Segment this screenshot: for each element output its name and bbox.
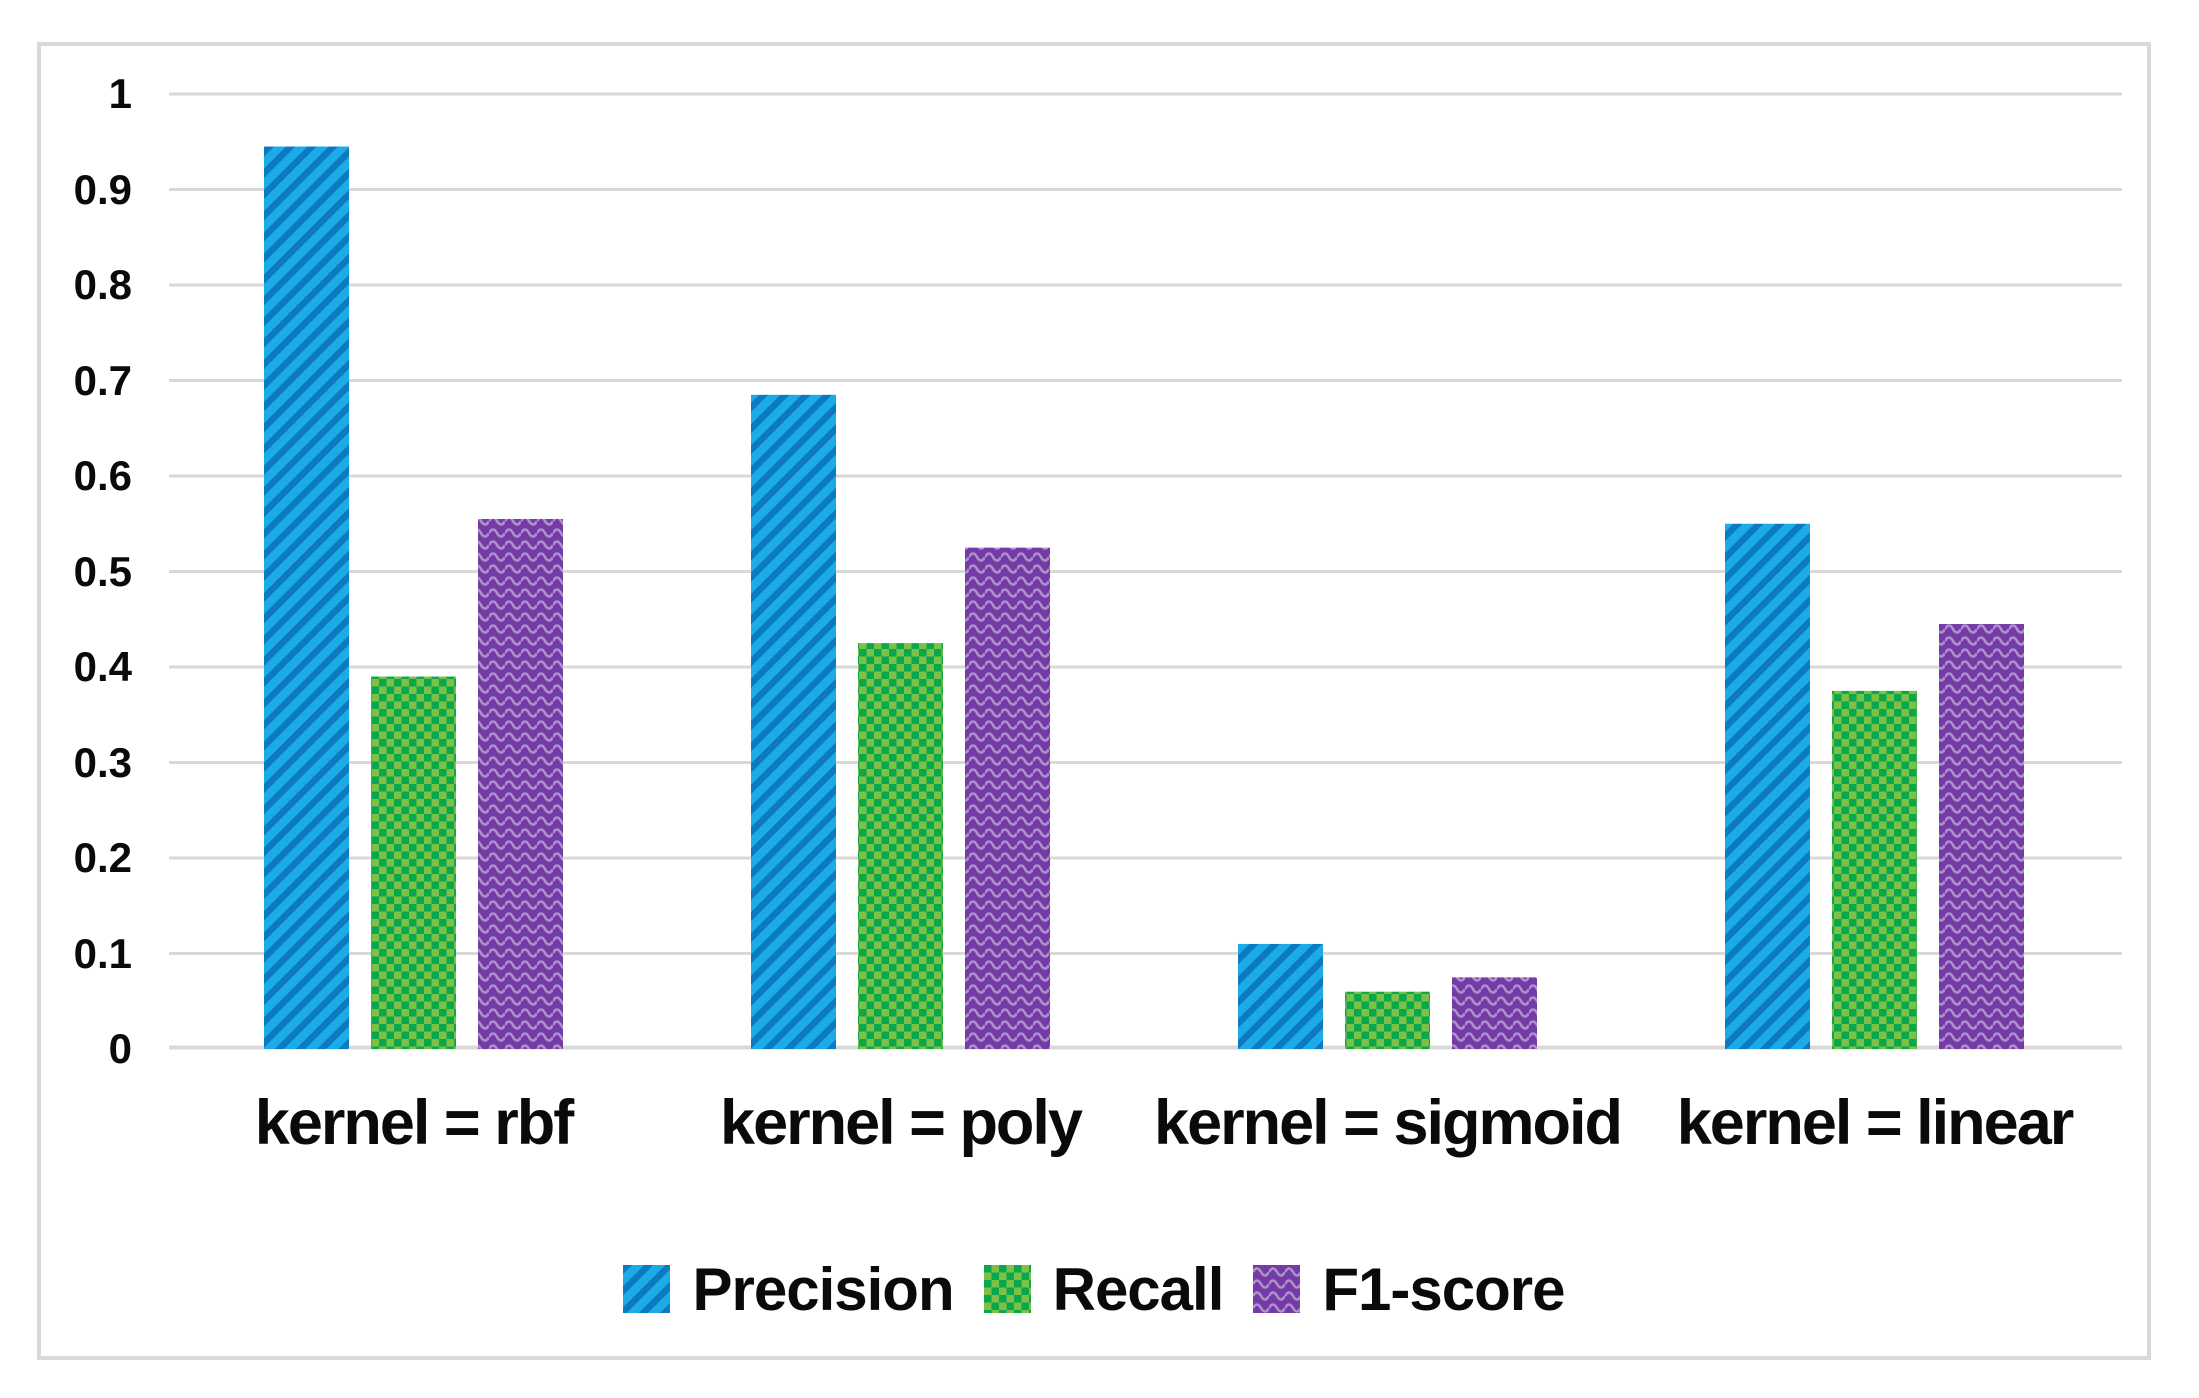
legend-item-precision: Precision	[623, 1255, 955, 1324]
y-tick-label: 0.1	[73, 929, 132, 977]
y-tick-label: 0.7	[73, 356, 132, 404]
x-category-label: kernel = sigmoid	[1154, 1088, 1623, 1158]
bar-precision-kernel-poly	[751, 394, 836, 1049]
y-tick-label: 0.6	[73, 452, 132, 499]
legend-item-recall: Recall	[983, 1255, 1225, 1324]
bar-f1-score-kernel-poly	[965, 547, 1050, 1049]
y-tick-label: 0.2	[73, 834, 132, 881]
y-tick-label: 0.8	[73, 261, 132, 308]
legend-swatch-checkerboard-icon	[983, 1265, 1031, 1313]
legend-item-f1-score: F1-score	[1253, 1255, 1566, 1324]
y-tick-label: 0	[108, 1025, 132, 1072]
bar-precision-kernel-sigmoid	[1238, 943, 1323, 1049]
y-tick-label: 0.3	[73, 738, 132, 786]
chart-figure: 0 0.1 0.2 0.3 0.4 0.5 0.6 0.7 0.8 0.9 1 kernel = r…	[37, 42, 2151, 1360]
y-tick-label: 1	[108, 70, 132, 117]
legend-swatch-diagonal-stripes-icon	[623, 1265, 671, 1313]
bar-f1-score-kernel-linear	[1939, 624, 2024, 1049]
bar-f1-score-kernel-sigmoid	[1452, 977, 1537, 1049]
plot-svg	[169, 92, 2122, 1050]
x-category-label: kernel = poly	[720, 1088, 1083, 1158]
y-tick-label: 0.9	[73, 165, 132, 213]
legend-label: F1-score	[1322, 1255, 1565, 1323]
legend-swatch-horizontal-waves-icon	[1253, 1265, 1301, 1313]
bar-recall-kernel-sigmoid	[1345, 991, 1430, 1049]
bar-precision-kernel-linear	[1725, 523, 1810, 1049]
bar-precision-kernel-rbf	[264, 146, 349, 1049]
y-tick-label: 0.5	[73, 547, 132, 595]
legend: Precision Recall F1-score	[41, 1244, 2147, 1334]
legend-label: Precision	[692, 1255, 954, 1323]
bar-recall-kernel-linear	[1832, 690, 1917, 1049]
bar-recall-kernel-poly	[858, 643, 943, 1049]
legend-label: Recall	[1052, 1255, 1225, 1323]
y-axis-tick-labels: 0 0.1 0.2 0.3 0.4 0.5 0.6 0.7 0.8 0.9 1	[41, 46, 132, 1356]
bar-recall-kernel-rbf	[371, 676, 456, 1049]
plot-area	[169, 92, 2122, 1050]
bar-f1-score-kernel-rbf	[478, 518, 563, 1049]
x-category-label: kernel = linear	[1676, 1088, 2074, 1158]
x-category-label: kernel = rbf	[254, 1088, 574, 1158]
y-tick-label: 0.4	[73, 643, 132, 690]
